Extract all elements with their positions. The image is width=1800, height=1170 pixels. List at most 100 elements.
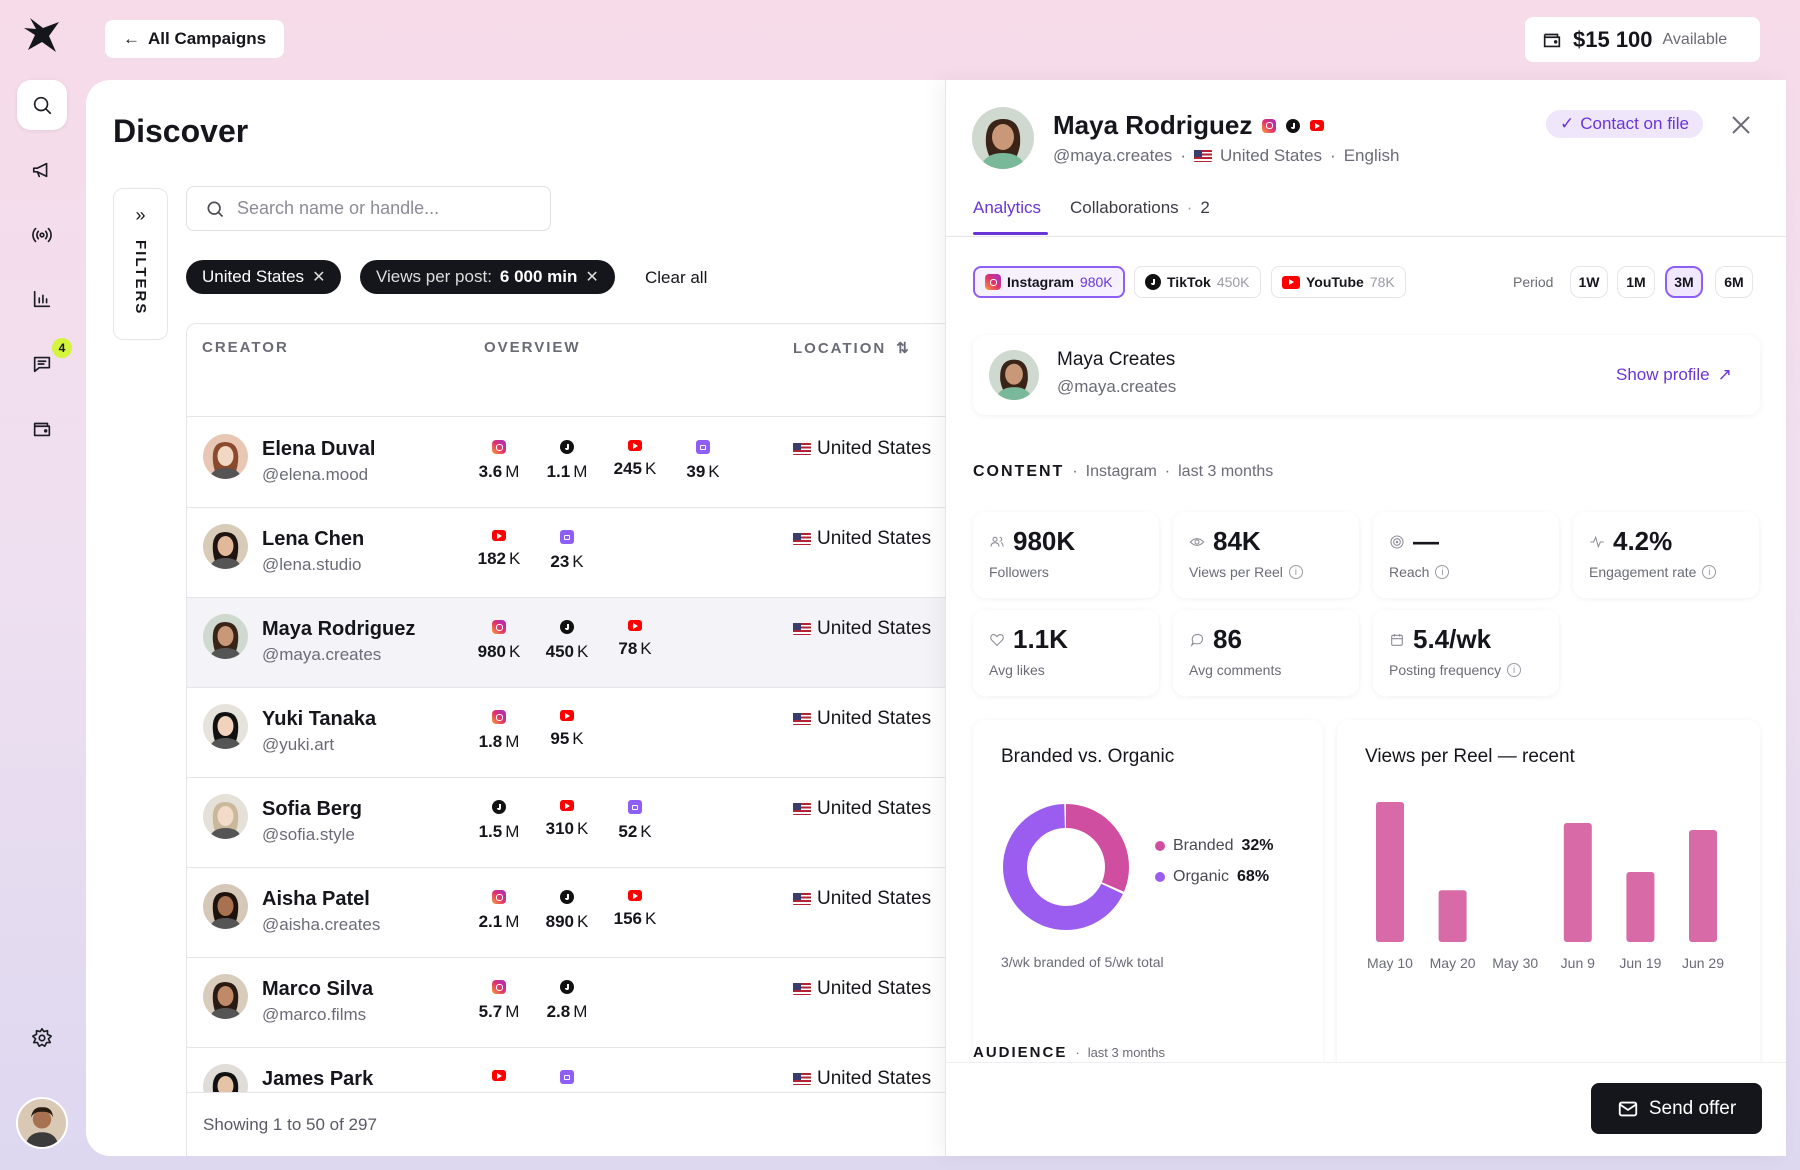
users-icon: [990, 536, 1004, 547]
legend-value: 32%: [1241, 837, 1274, 854]
platform-chip-tiktok[interactable]: TikTok 450K: [1134, 266, 1261, 298]
close-icon[interactable]: ✕: [312, 269, 326, 286]
heart-icon: [990, 633, 1004, 646]
table-row[interactable]: Sofia Berg @sofia.style 1.5 M 310 K 52 K United …: [187, 778, 946, 868]
creator-detail-panel: Maya Rodriguez @maya.creates · United St…: [945, 80, 1786, 1156]
info-icon[interactable]: i: [1702, 565, 1717, 579]
nav-messages[interactable]: [17, 339, 67, 389]
nav-settings[interactable]: [17, 1013, 67, 1063]
creator-name[interactable]: James Park: [262, 1068, 374, 1090]
target-icon: [1390, 534, 1404, 549]
creator-name[interactable]: Aisha Patel: [262, 888, 370, 910]
send-offer-button[interactable]: Send offer: [1591, 1083, 1762, 1134]
nav-campaigns[interactable]: [17, 145, 67, 195]
search-input[interactable]: Search name or handle...: [186, 186, 551, 231]
creator-name[interactable]: Marco Silva: [262, 978, 374, 1000]
filter-chip-country[interactable]: United States ✕: [186, 260, 342, 294]
broadcast-icon: [32, 227, 52, 243]
platform-count: 980K: [1079, 274, 1113, 290]
us-flag-icon: [793, 803, 811, 815]
instagram-icon: [492, 980, 506, 994]
filter-chip-label: Views per post:: [376, 267, 492, 286]
x-tick-label: May 10: [1367, 955, 1413, 971]
nav-wallet[interactable]: [17, 404, 67, 454]
stat-unit: K: [577, 912, 589, 931]
period-3m-button[interactable]: 3M: [1665, 266, 1703, 298]
filters-toggle[interactable]: » FILTERS: [113, 188, 168, 340]
info-icon[interactable]: i: [1435, 565, 1450, 579]
platform-chip-youtube[interactable]: YouTube 78K: [1271, 266, 1406, 298]
table-row[interactable]: Yuki Tanaka @yuki.art 1.8 M 95 K United States: [187, 688, 946, 778]
us-flag-icon: [793, 533, 811, 545]
filter-chip-label: United States: [202, 267, 305, 286]
instagram-icon: [985, 274, 1001, 290]
youtube-icon: [1310, 120, 1325, 131]
tab-analytics[interactable]: Analytics: [973, 198, 1042, 217]
stat-value: 182 K: [478, 549, 521, 569]
creator-location: United States: [793, 528, 931, 550]
creator-name[interactable]: Maya Rodriguez: [262, 618, 416, 640]
sort-icon[interactable]: ⇅: [896, 340, 909, 357]
metric-value: 1.1K: [1013, 624, 1068, 654]
creator-name[interactable]: Lena Chen: [262, 528, 365, 550]
platform-chip-instagram[interactable]: Instagram 980K: [973, 266, 1125, 298]
platform-stat: 890 K: [533, 890, 601, 932]
bar-4: [1626, 872, 1655, 942]
stat-unit: K: [577, 819, 589, 838]
nav-search[interactable]: [17, 80, 67, 130]
twitch-icon: [560, 530, 574, 544]
creator-handle: @maya.creates: [262, 645, 382, 664]
creator-name[interactable]: Sofia Berg: [262, 798, 363, 820]
close-icon[interactable]: [1729, 113, 1753, 137]
youtube-icon: [628, 620, 642, 631]
stat-value: 890 K: [546, 912, 589, 932]
table-row[interactable]: Aisha Patel @aisha.creates 2.1 M 890 K 156 K Uni…: [187, 868, 946, 958]
search-icon: [33, 96, 52, 115]
clear-all-button[interactable]: Clear all: [645, 268, 708, 287]
column-header-location[interactable]: LOCATION ⇅: [793, 339, 909, 358]
search-icon: [207, 201, 224, 217]
nav-broadcast[interactable]: [17, 210, 67, 260]
creator-name[interactable]: Elena Duval: [262, 438, 376, 460]
message-icon: [33, 356, 51, 373]
period-1w-button[interactable]: 1W: [1570, 266, 1608, 298]
audience-section-header: AUDIENCE · last 3 months: [973, 1044, 1166, 1061]
back-to-campaigns-button[interactable]: ← All Campaigns: [105, 20, 285, 58]
stat-value: 310 K: [546, 819, 589, 839]
creator-avatar: [203, 704, 248, 749]
brand-logo-icon[interactable]: [22, 14, 64, 56]
creator-location: United States: [793, 618, 931, 640]
metric-value: 4.2%: [1613, 526, 1673, 556]
audience-title: AUDIENCE: [973, 1044, 1068, 1061]
wallet-icon: [1543, 33, 1561, 47]
nav-analytics[interactable]: [17, 274, 67, 324]
table-row[interactable]: Marco Silva @marco.films 5.7 M 2.8 M United St…: [187, 958, 946, 1048]
instagram-icon: [492, 890, 506, 904]
column-header-overview[interactable]: OVERVIEW: [484, 339, 581, 356]
legend-item-branded: Branded 32%: [1155, 837, 1274, 855]
metric-value: —: [1413, 526, 1439, 556]
tab-collaborations[interactable]: Collaborations · 2: [1070, 198, 1210, 217]
table-row[interactable]: Elena Duval @elena.mood 3.6 M 1.1 M 245 K 39 K Uni…: [187, 418, 946, 508]
metric-value: 5.4/wk: [1413, 624, 1492, 654]
stat-number: 23: [550, 552, 570, 571]
table-row[interactable]: Lena Chen @lena.studio 182 K 23 K United State…: [187, 508, 946, 598]
show-profile-link[interactable]: Show profile ↗: [1616, 365, 1732, 385]
close-icon[interactable]: ✕: [585, 269, 599, 286]
eye-icon: [1189, 537, 1205, 546]
creator-name[interactable]: Yuki Tanaka: [262, 708, 377, 730]
info-icon[interactable]: i: [1507, 663, 1522, 677]
creator-handle: @lena.studio: [262, 555, 362, 574]
user-avatar[interactable]: [16, 1097, 68, 1149]
wallet-balance[interactable]: $15 100 Available: [1525, 17, 1760, 62]
period-6m-button[interactable]: 6M: [1715, 266, 1753, 298]
filter-chip-views[interactable]: Views per post: 6 000 min ✕: [360, 260, 615, 294]
period-1m-button[interactable]: 1M: [1617, 266, 1655, 298]
stat-unit: K: [645, 909, 657, 928]
metric-label: Avg likes: [989, 662, 1045, 678]
contact-on-file-badge[interactable]: ✓ Contact on file: [1546, 110, 1703, 138]
table-row[interactable]: Maya Rodriguez @maya.creates 980 K 450 K 78 K Un…: [187, 598, 946, 688]
views-per-reel-card: Views per Reel — recent May 10 May 20 May …: [1337, 720, 1760, 1078]
info-icon[interactable]: i: [1288, 565, 1303, 579]
column-header-creator[interactable]: CREATOR: [202, 339, 289, 356]
